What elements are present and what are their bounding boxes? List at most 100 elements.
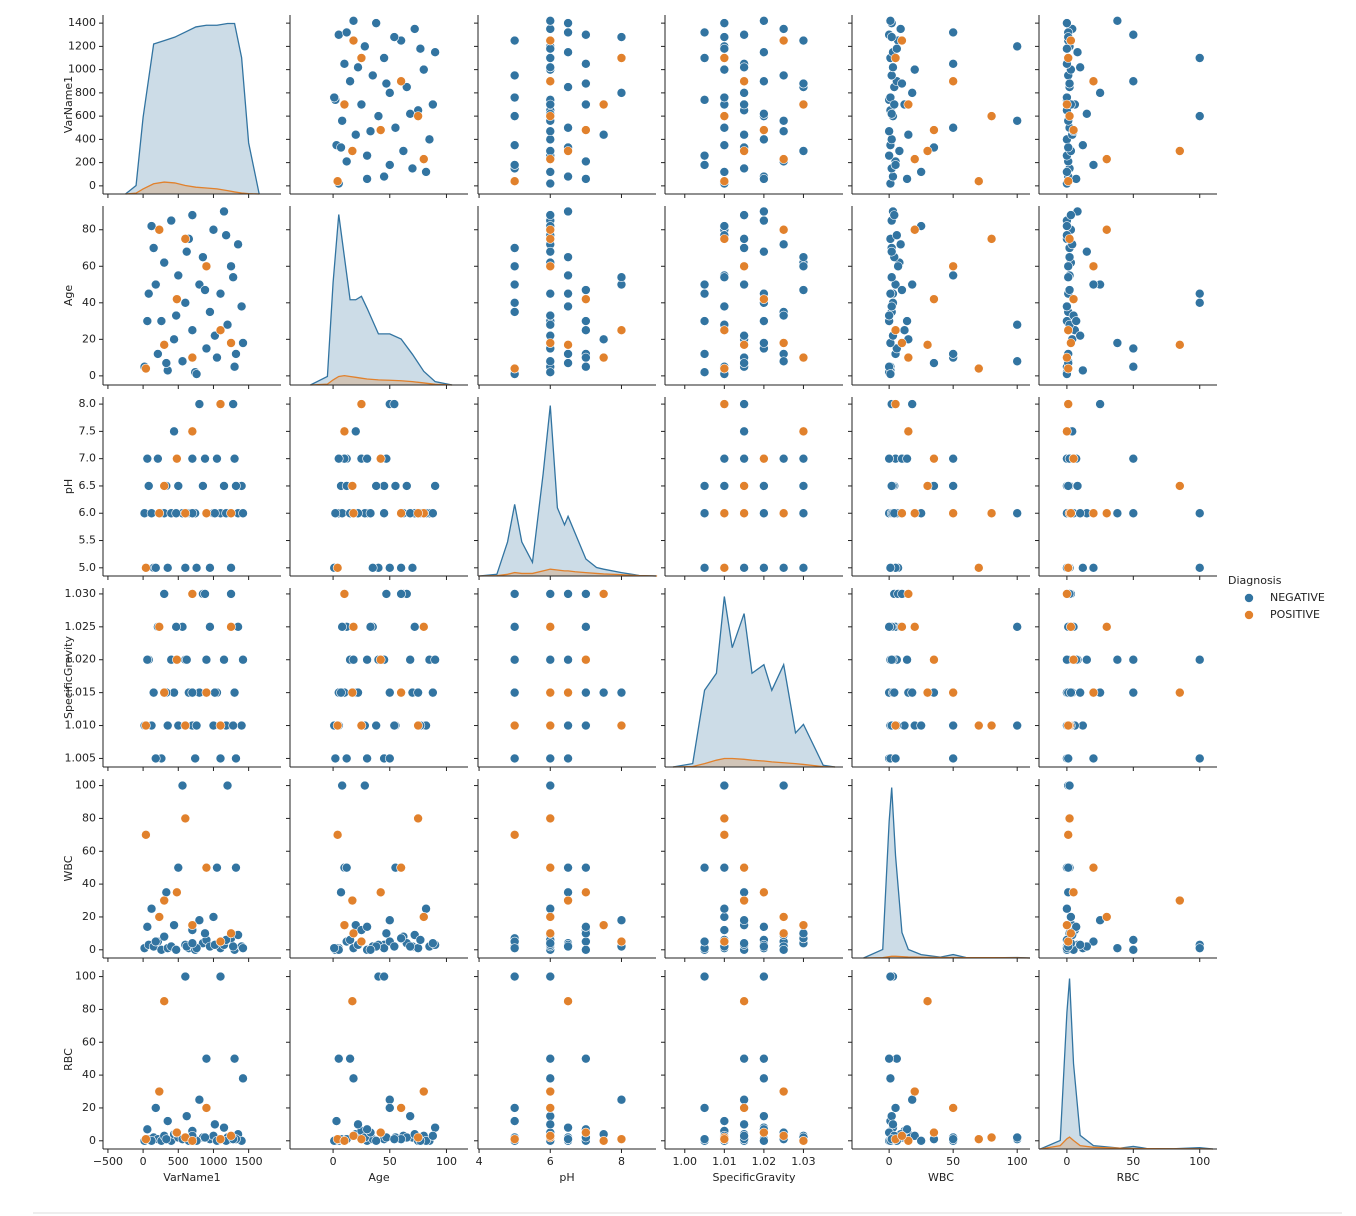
point — [348, 1073, 359, 1084]
point — [331, 1116, 342, 1126]
point — [1194, 53, 1205, 63]
point — [177, 780, 188, 791]
point — [545, 126, 556, 137]
point — [1066, 210, 1076, 220]
point — [161, 358, 172, 368]
point — [948, 508, 958, 519]
point — [581, 285, 591, 295]
point — [348, 928, 359, 939]
point — [929, 358, 939, 368]
point — [759, 47, 769, 57]
point — [581, 887, 591, 898]
point — [401, 82, 412, 92]
y-tick-label: 7.5 — [79, 424, 97, 437]
point — [907, 1094, 917, 1105]
point — [1075, 508, 1085, 519]
point — [545, 1086, 556, 1097]
point — [405, 941, 415, 952]
point — [563, 18, 573, 28]
point — [1063, 399, 1074, 409]
point — [1078, 365, 1088, 376]
x-axis-label: Age — [368, 1171, 390, 1184]
point — [1012, 356, 1022, 367]
x-tick-label: 50 — [946, 1155, 960, 1168]
subplot — [286, 779, 468, 962]
point — [885, 971, 896, 982]
point — [187, 426, 198, 437]
point — [759, 971, 769, 982]
point — [509, 35, 520, 46]
point — [180, 563, 191, 573]
point — [616, 936, 627, 947]
point — [1128, 343, 1139, 354]
point — [545, 971, 556, 982]
point — [509, 1103, 520, 1113]
point — [889, 99, 900, 110]
point — [226, 508, 236, 519]
point — [201, 1053, 212, 1064]
point — [329, 92, 340, 103]
point — [545, 111, 556, 121]
point — [228, 941, 238, 952]
point — [141, 830, 151, 840]
point — [778, 154, 789, 164]
point — [778, 356, 789, 367]
point — [212, 862, 222, 873]
subplot — [1035, 588, 1217, 771]
x-tick-label: 100 — [1189, 1155, 1210, 1168]
point — [205, 622, 215, 632]
point — [1112, 654, 1123, 665]
point — [173, 481, 184, 491]
point — [396, 862, 406, 873]
point — [421, 903, 431, 914]
point — [545, 720, 556, 731]
x-axis-label: pH — [559, 1171, 574, 1184]
point — [143, 288, 154, 299]
point — [415, 935, 426, 945]
point — [929, 453, 939, 464]
point — [719, 481, 730, 491]
point — [201, 261, 212, 272]
point — [563, 687, 573, 698]
point — [1062, 301, 1072, 312]
point — [545, 338, 556, 348]
point — [180, 720, 191, 731]
y-tick-label: 20 — [82, 1101, 96, 1114]
y-tick-label: 20 — [82, 910, 96, 923]
point — [886, 108, 897, 119]
point — [948, 270, 958, 281]
point — [1064, 780, 1075, 791]
point — [1078, 720, 1088, 731]
y-tick-label: 1400 — [68, 16, 96, 29]
point — [337, 115, 347, 126]
point — [215, 1134, 226, 1144]
point — [545, 310, 556, 321]
point — [739, 279, 749, 290]
point — [909, 1086, 920, 1097]
x-axis-label: SpecificGravity — [713, 1171, 796, 1184]
point — [886, 32, 897, 42]
point — [886, 301, 897, 312]
x-tick-label: 0 — [886, 1155, 893, 1168]
point — [739, 1094, 749, 1105]
point — [226, 928, 236, 939]
point — [545, 780, 556, 791]
point — [581, 921, 591, 932]
point — [1128, 361, 1139, 372]
point — [1128, 935, 1139, 945]
point — [169, 426, 179, 437]
point — [545, 99, 556, 110]
point — [1128, 29, 1139, 40]
point — [166, 215, 177, 226]
x-tick-label: 1500 — [235, 1155, 263, 1168]
point — [545, 1073, 556, 1084]
point — [228, 272, 238, 283]
point — [212, 453, 222, 464]
point — [226, 261, 236, 272]
point — [142, 453, 153, 464]
point — [379, 971, 389, 982]
point — [890, 1103, 901, 1113]
point — [509, 1116, 520, 1126]
point — [509, 70, 520, 81]
